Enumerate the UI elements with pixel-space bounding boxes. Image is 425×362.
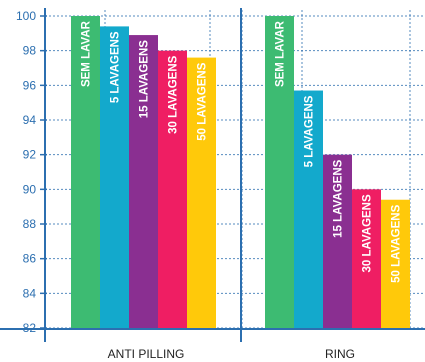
bar-data-label: 30 LAVAGENS <box>168 55 180 134</box>
y-tick-label: 94 <box>23 113 37 127</box>
x-category-label: ANTI PILLING <box>108 347 185 361</box>
bar <box>129 35 158 329</box>
y-tick-label: 92 <box>23 148 37 162</box>
bar-data-label: SEM LAVAR <box>275 20 287 87</box>
bar-data-label: 50 LAVAGENS <box>391 204 403 283</box>
y-tick-label: 86 <box>23 252 37 266</box>
bar-data-label: 15 LAVAGENS <box>139 40 151 119</box>
bar <box>294 90 323 329</box>
y-tick-label: 100 <box>16 9 36 23</box>
y-tick-label: 96 <box>23 78 37 92</box>
bar <box>323 154 352 328</box>
y-tick-label: 90 <box>23 182 37 196</box>
y-tick-label: 88 <box>23 217 37 231</box>
bar-data-label: SEM LAVAR <box>81 20 93 87</box>
bar-data-label: 5 LAVAGENS <box>110 31 122 103</box>
y-tick-label: 98 <box>23 44 37 58</box>
bar <box>381 199 410 328</box>
y-tick-label: 84 <box>23 286 37 300</box>
bar-data-label: 15 LAVAGENS <box>333 159 345 238</box>
bar-data-label: 50 LAVAGENS <box>197 62 209 141</box>
bar-data-label: 30 LAVAGENS <box>362 194 374 273</box>
bar <box>352 189 381 328</box>
bar <box>158 50 187 329</box>
bar-data-label: 5 LAVAGENS <box>304 95 316 167</box>
x-category-label: RING <box>325 347 355 361</box>
bar <box>265 16 294 328</box>
bar <box>71 16 100 328</box>
bar <box>100 26 129 329</box>
bar <box>187 57 216 328</box>
